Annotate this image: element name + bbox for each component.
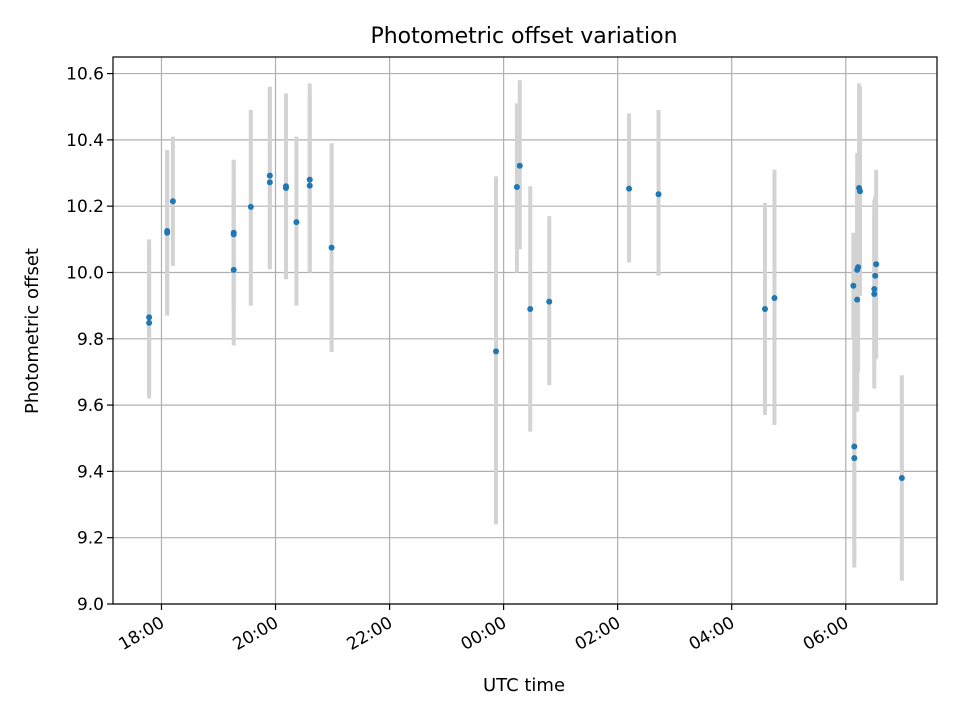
data-point [328,244,335,251]
plot-frame [112,56,938,605]
y-tick-label: 10.2 [66,197,104,217]
data-point [146,319,153,326]
y-tick-label: 9.8 [77,330,104,350]
y-tick-label: 9.0 [77,595,104,615]
data-point [546,298,553,305]
x-axis-label: UTC time [483,675,565,696]
data-point [306,176,313,183]
data-point [771,295,778,302]
data-point [851,455,858,462]
data-point [164,229,171,236]
y-axis-ticks: 9.0 9.2 9.4 9.6 9.8 10.0 10.2 10.4 10.6 [66,65,113,615]
y-axis-label: Photometric offset [22,248,43,414]
data-point [854,296,861,303]
y-tick-label: 9.2 [77,529,104,549]
data-point [872,272,879,279]
data-point [266,172,273,179]
data-point [851,443,858,450]
data-point [873,261,880,268]
data-point [266,179,273,186]
data-point [626,185,633,192]
data-point [761,305,768,312]
data-point [247,203,254,210]
data-point [230,231,237,238]
data-point [493,348,500,355]
data-point [293,219,300,226]
data-point [513,183,520,190]
data-point [282,184,289,191]
data-point [655,191,662,198]
chart-title: Photometric offset variation [370,24,677,49]
data-points [146,162,905,482]
y-tick-label: 10.0 [66,263,104,283]
data-point [527,305,534,312]
y-tick-label: 10.6 [66,65,104,85]
data-point [898,475,905,482]
data-point [230,266,237,273]
data-point [516,162,523,169]
y-tick-label: 9.4 [77,462,104,482]
data-point [850,282,857,289]
y-tick-label: 10.4 [66,131,104,151]
data-point [855,264,862,271]
data-point [871,291,878,298]
data-point [857,188,864,195]
data-point [306,182,313,189]
data-point [146,314,153,321]
y-tick-label: 9.6 [77,396,104,416]
data-point [169,198,176,205]
data-point [871,286,878,293]
